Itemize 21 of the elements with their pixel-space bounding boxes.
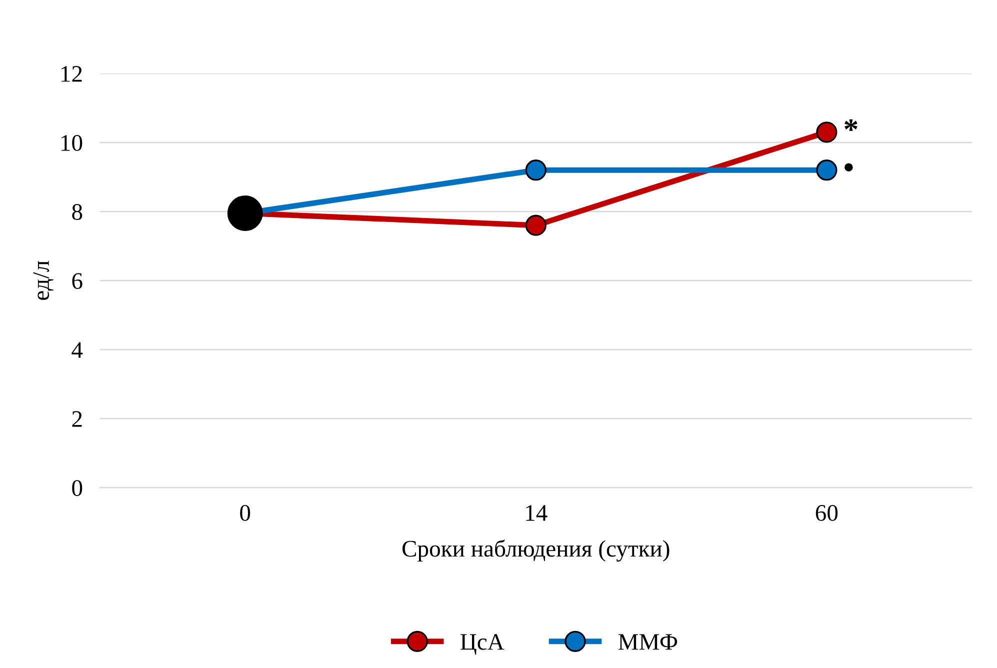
y-tick-label: 6 bbox=[72, 273, 82, 289]
point bbox=[816, 160, 838, 181]
x-tick-label: 14 bbox=[526, 505, 548, 521]
y-tick-label: 12 bbox=[62, 66, 82, 82]
annotation: • bbox=[844, 163, 853, 172]
y-tick-label: 8 bbox=[72, 204, 82, 220]
point bbox=[525, 214, 546, 236]
y-tick-label: 10 bbox=[62, 134, 82, 151]
y-tick-label: 2 bbox=[72, 411, 82, 427]
legend-label: ММФ bbox=[618, 634, 678, 650]
x-axis-title: Сроки наблюдения (сутки) bbox=[402, 540, 670, 562]
y-tick-label: 0 bbox=[72, 480, 82, 496]
x-tick-label: 0 bbox=[240, 504, 250, 521]
point bbox=[227, 196, 263, 231]
point bbox=[525, 160, 546, 181]
y-tick-label: 4 bbox=[72, 342, 83, 358]
point bbox=[816, 122, 838, 143]
x-tick-label: 60 bbox=[816, 504, 838, 521]
y-axis-title: ед/л bbox=[33, 260, 54, 300]
annotation: * bbox=[844, 119, 858, 131]
legend-label: ЦсА bbox=[460, 634, 504, 655]
